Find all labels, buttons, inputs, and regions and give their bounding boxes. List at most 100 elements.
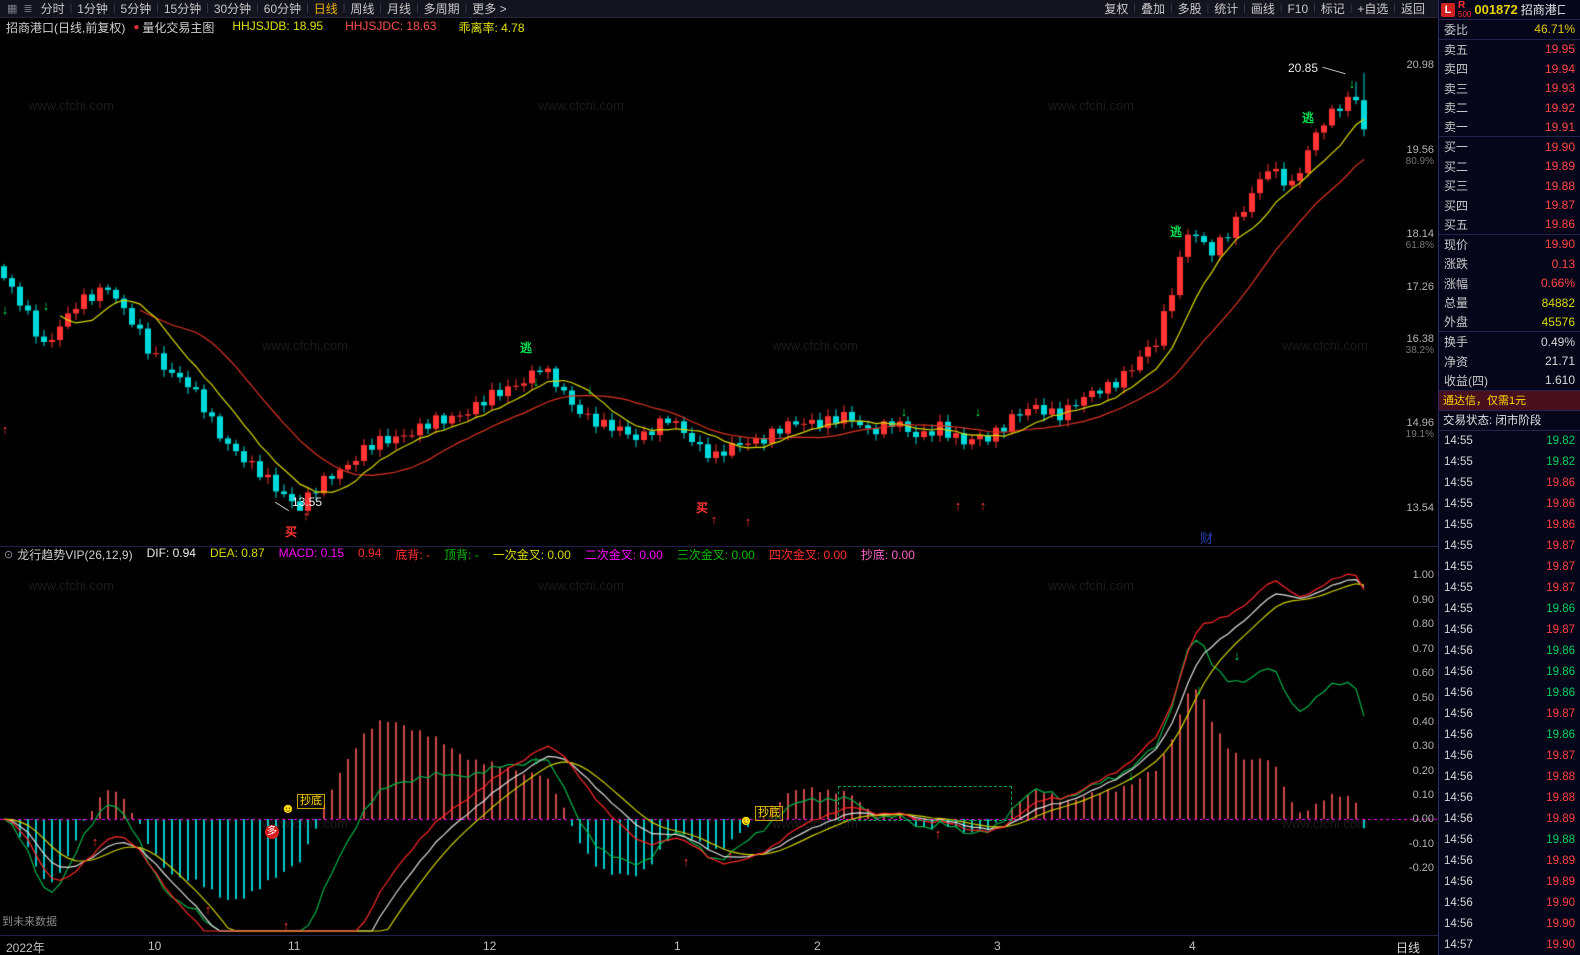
topbar-item-0[interactable]: 分时 (40, 2, 65, 16)
tick-time: 14:56 (1444, 665, 1473, 678)
topbar-tool-0[interactable]: 复权 (1104, 2, 1129, 16)
tick-price: 19.87 (1546, 581, 1575, 594)
topbar-tool-1[interactable]: 叠加 (1140, 2, 1165, 16)
indicator-header-item-1: DIF: 0.94 (146, 546, 196, 560)
tick-row: 14:56 19.90 (1439, 892, 1580, 913)
topbar-tool-3[interactable]: 统计 (1214, 2, 1239, 16)
tick-time: 14:55 (1444, 455, 1473, 468)
menu-separator: | (1133, 3, 1136, 14)
weibi-label: 委比 (1444, 22, 1469, 37)
topbar-tool-6[interactable]: 标记 (1320, 2, 1345, 16)
tick-price: 19.82 (1546, 434, 1575, 447)
menu-separator: | (1169, 3, 1173, 14)
tick-row: 14:57 19.90 (1439, 934, 1580, 955)
buy-level-label: 买三 (1444, 179, 1469, 194)
topbar-tool-8[interactable]: 返回 (1400, 2, 1425, 16)
topbar-tool-7[interactable]: +自选 (1357, 2, 1389, 16)
tick-price: 19.89 (1546, 854, 1575, 867)
quote-info-value: 84882 (1541, 295, 1575, 310)
grid-icon[interactable]: ▦ (7, 3, 18, 15)
tick-row: 14:55 19.86 (1439, 493, 1580, 514)
tick-row: 14:56 19.88 (1439, 766, 1580, 787)
topbar-item-2[interactable]: 5分钟 (120, 2, 152, 16)
quote-info-value: 19.90 (1544, 237, 1575, 252)
tick-price: 19.86 (1546, 497, 1575, 510)
r-badge: R 500 (1458, 0, 1472, 19)
title-stats: HHJSJDB: 18.95 HHJSJDC: 18.63 乖离率: 4.78 (232, 19, 524, 36)
time-tick-4: 1 (674, 939, 681, 953)
menu-separator: | (1313, 3, 1316, 14)
ad-banner[interactable]: 通达信，仅需1元 (1439, 390, 1580, 411)
tick-row: 14:55 19.86 (1439, 514, 1580, 535)
buy-level-row[interactable]: 买四 19.87 (1439, 196, 1580, 216)
menu-separator: | (342, 3, 346, 14)
topbar-tool-4[interactable]: 画线 (1250, 2, 1275, 16)
menu-separator: | (112, 3, 116, 14)
sell-level-label: 卖四 (1444, 62, 1469, 77)
topbar-item-3[interactable]: 15分钟 (163, 2, 202, 16)
stock-code[interactable]: 001872 (1474, 2, 1518, 17)
topbar-item-9[interactable]: 多周期 (423, 2, 460, 16)
buy-level-label: 买二 (1444, 159, 1469, 174)
tick-price: 19.90 (1546, 917, 1575, 930)
tick-row: 14:55 19.86 (1439, 472, 1580, 493)
indicator-header-item-4: 0.94 (358, 546, 382, 560)
tick-row: 14:55 19.82 (1439, 451, 1580, 472)
stock-name[interactable]: 招商港口 (1520, 3, 1565, 17)
buy-level-row[interactable]: 买二 19.89 (1439, 157, 1580, 177)
buy-level-label: 买一 (1444, 140, 1469, 155)
overlay-indicator-name: 量化交易主图 (142, 21, 215, 35)
tick-price: 19.86 (1546, 518, 1575, 531)
tick-price: 19.87 (1546, 623, 1575, 636)
menu-separator: | (1279, 3, 1283, 14)
topbar-tool-5[interactable]: F10 (1287, 1, 1309, 16)
tick-price: 19.88 (1546, 833, 1575, 846)
sell-level-row[interactable]: 卖三 19.93 (1439, 79, 1580, 99)
tick-price: 19.87 (1546, 749, 1575, 762)
macd-canvas[interactable] (0, 562, 1438, 935)
topbar-item-7[interactable]: 周线 (350, 2, 375, 16)
topbar-item-4[interactable]: 30分钟 (213, 2, 252, 16)
sell-level-row[interactable]: 卖一 19.91 (1439, 118, 1580, 137)
tick-price: 19.87 (1546, 560, 1575, 573)
tick-time: 14:55 (1444, 476, 1473, 489)
buy-level-row[interactable]: 买五 19.86 (1439, 215, 1580, 235)
topbar-item-8[interactable]: 月线 (387, 2, 412, 16)
instrument-title: 招商港口(日线,前复权) (6, 21, 126, 35)
tick-time: 14:56 (1444, 749, 1473, 762)
buy-level-row[interactable]: 买一 19.90 (1439, 137, 1580, 157)
quote-info-row: 外盘 45576 (1439, 313, 1580, 332)
buy-level-price: 19.86 (1544, 217, 1575, 232)
weibi-row: 委比 46.71% (1439, 20, 1580, 40)
tick-price: 19.86 (1546, 686, 1575, 699)
tick-time: 14:56 (1444, 812, 1473, 825)
quote-info-value: 0.49% (1540, 334, 1575, 349)
tick-row: 14:55 19.87 (1439, 577, 1580, 598)
sell-level-row[interactable]: 卖四 19.94 (1439, 59, 1580, 79)
candlestick-canvas[interactable] (0, 36, 1438, 546)
sell-level-label: 卖一 (1444, 120, 1469, 135)
topbar-tool-2[interactable]: 多股 (1177, 2, 1202, 16)
sell-level-row[interactable]: 卖二 19.92 (1439, 98, 1580, 118)
topbar-item-6[interactable]: 日线 (313, 2, 338, 16)
r-badge-sub: 500 (1458, 9, 1472, 19)
buy-levels: 买一 19.90 买二 19.89 买三 19.88 买四 19.87 买五 19.86 (1439, 137, 1580, 235)
tick-list[interactable]: 14:55 19.82 14:55 19.82 14:55 19.86 14:55 19.86… (1439, 431, 1580, 955)
topbar-item-10[interactable]: 更多 > (472, 2, 507, 16)
period-label[interactable]: 日线 (1396, 941, 1421, 955)
indicator-header-item-10: 四次金叉: 0.00 (768, 548, 847, 562)
list-icon[interactable]: ≣ (23, 3, 33, 15)
margin-badge: L (1441, 2, 1455, 17)
quote-info-row: 收益(四) 1.610 (1439, 371, 1580, 391)
indicator-panel: ☻ 抄底 ☻ 抄底多 ↓ ↓ ↓ ↓ ↑ ↑ ↑ ↑ ↑ ↑ 1.00 0.90 0.80 0.70 0.60 0.… (0, 562, 1438, 935)
topbar-item-1[interactable]: 1分钟 (77, 2, 108, 16)
sell-level-row[interactable]: 卖五 19.95 (1439, 40, 1580, 60)
indicator-icon: ⊙ (4, 549, 14, 561)
buy-level-row[interactable]: 买三 19.88 (1439, 176, 1580, 196)
indicator-header-item-11: 抄底: 0.00 (860, 548, 915, 562)
tick-time: 14:56 (1444, 917, 1473, 930)
menu-separator: | (206, 3, 209, 14)
topbar-item-5[interactable]: 60分钟 (263, 2, 302, 16)
quote-info-row: 涨跌 0.13 (1439, 254, 1580, 274)
tick-row: 14:56 19.86 (1439, 724, 1580, 745)
